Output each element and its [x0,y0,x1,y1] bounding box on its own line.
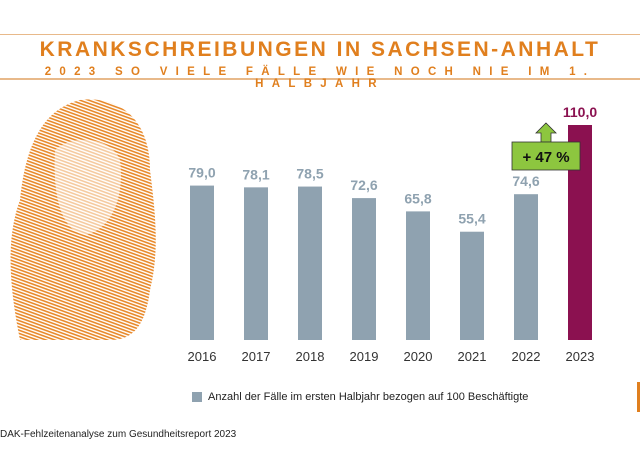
top-rule [0,34,640,35]
woman-illustration [10,99,156,341]
x-tick-label: 2021 [458,349,487,364]
increase-annotation: + 47 % [511,122,581,171]
legend-swatch [192,392,202,402]
annotation-box [511,141,581,171]
bar-2016 [190,185,214,340]
edge-accent [637,382,640,412]
chart-title: KRANKSCHREIBUNGEN IN SACHSEN-ANHALT [39,38,601,61]
bar-2020 [406,211,430,340]
arrow-up-icon [535,122,557,143]
value-label: 78,1 [242,166,269,182]
value-label: 74,6 [512,173,539,189]
x-tick-label: 2019 [350,349,379,364]
x-tick-label: 2023 [566,349,595,364]
value-label: 65,8 [404,190,431,206]
legend: Anzahl der Fälle im ersten Halbjahr bezo… [192,391,528,403]
bar-2017 [244,187,268,340]
value-label: 78,5 [296,166,323,182]
x-tick-label: 2022 [512,349,541,364]
value-label: 72,6 [350,177,377,193]
x-tick-label: 2017 [242,349,271,364]
header-rule [0,78,640,80]
x-tick-label: 2018 [296,349,325,364]
annotation-text: + 47 % [522,149,569,166]
chart-subtitle: 2023 SO VIELE FÄLLE WIE NOCH NIE IM 1. H… [44,66,596,90]
value-label: 55,4 [458,211,485,227]
x-tick-label: 2020 [404,349,433,364]
bar-2018 [298,186,322,340]
value-label: 110,0 [563,104,597,120]
bar-2019 [352,198,376,340]
source-note: DAK-Fehlzeitenanalyse zum Gesundheitsrep… [0,429,237,440]
x-tick-label: 2016 [188,349,217,364]
legend-label: Anzahl der Fälle im ersten Halbjahr bezo… [208,391,529,403]
bar-2022 [514,194,538,340]
bar-2021 [460,231,484,340]
value-label: 79,0 [188,165,215,181]
